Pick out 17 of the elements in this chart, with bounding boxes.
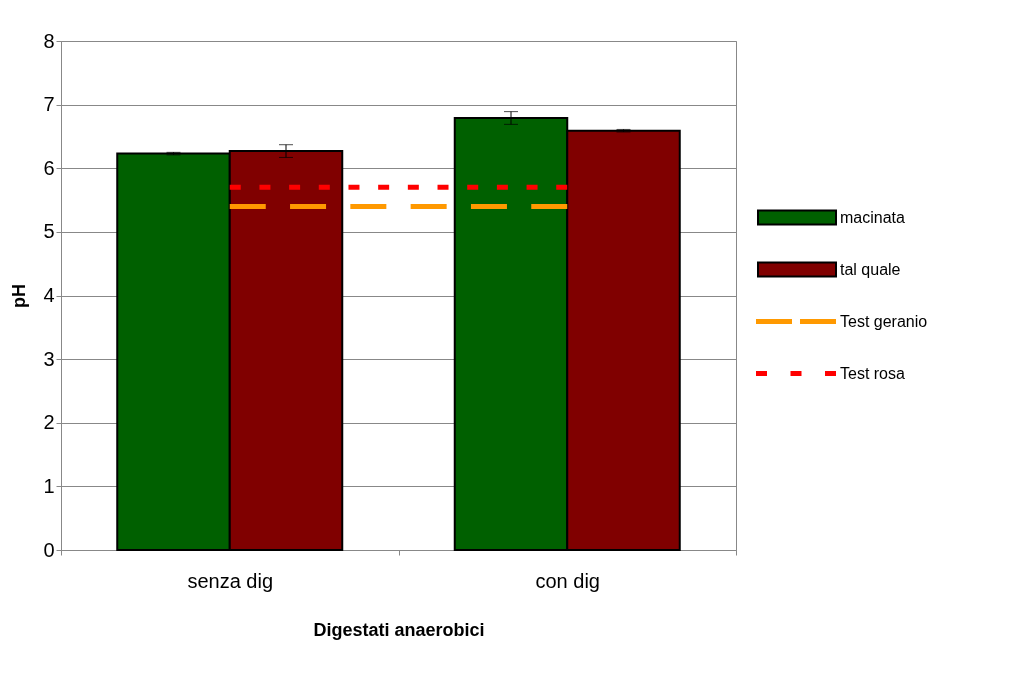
y-tick-label: 5 xyxy=(43,220,55,243)
y-tick-label: 2 xyxy=(43,411,55,434)
x-axis-title: Digestati anaerobici xyxy=(313,619,485,640)
y-tick-label: 1 xyxy=(43,474,55,497)
legend-label: Test rosa xyxy=(840,364,906,382)
legend-label: tal quale xyxy=(840,260,901,278)
legend-label: Test geranio xyxy=(840,312,928,330)
legend-label: macinata xyxy=(840,208,906,226)
x-tick-label: con dig xyxy=(535,569,600,592)
y-tick-label: 7 xyxy=(43,93,55,116)
y-tick-label: 8 xyxy=(43,29,55,52)
x-tick-label: senza dig xyxy=(187,569,274,592)
y-tick-label: 4 xyxy=(43,284,55,306)
y-tick-label: 0 xyxy=(43,538,55,561)
y-axis-title: pH xyxy=(9,284,30,308)
y-tick-label: 6 xyxy=(43,156,55,179)
y-tick-label: 3 xyxy=(43,347,55,370)
